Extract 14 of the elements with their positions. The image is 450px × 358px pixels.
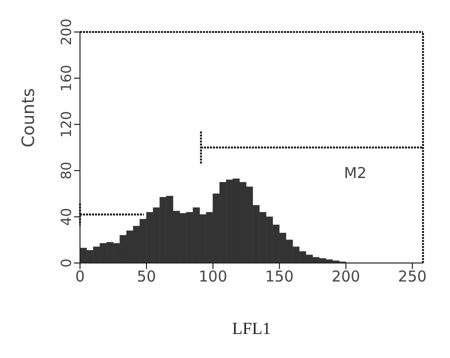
y-axis-title: Counts (19, 88, 40, 148)
x-tick-label: 150 (265, 268, 294, 286)
y-tick-label: 120 (58, 111, 75, 138)
y-tick-label: 80 (58, 162, 75, 180)
x-tick-label: 200 (332, 268, 360, 286)
y-tick-label: 160 (58, 64, 75, 92)
x-tick-label: 250 (398, 268, 427, 286)
y-tick-label: 0 (58, 258, 75, 268)
x-axis-title: LFL1 (232, 319, 271, 338)
x-tick-label: 100 (198, 268, 228, 286)
x-tick-label: 50 (136, 268, 156, 286)
y-tick-label: 40 (58, 208, 75, 226)
annotation: M2 (344, 164, 366, 182)
y-tick-label: 200 (58, 18, 75, 46)
